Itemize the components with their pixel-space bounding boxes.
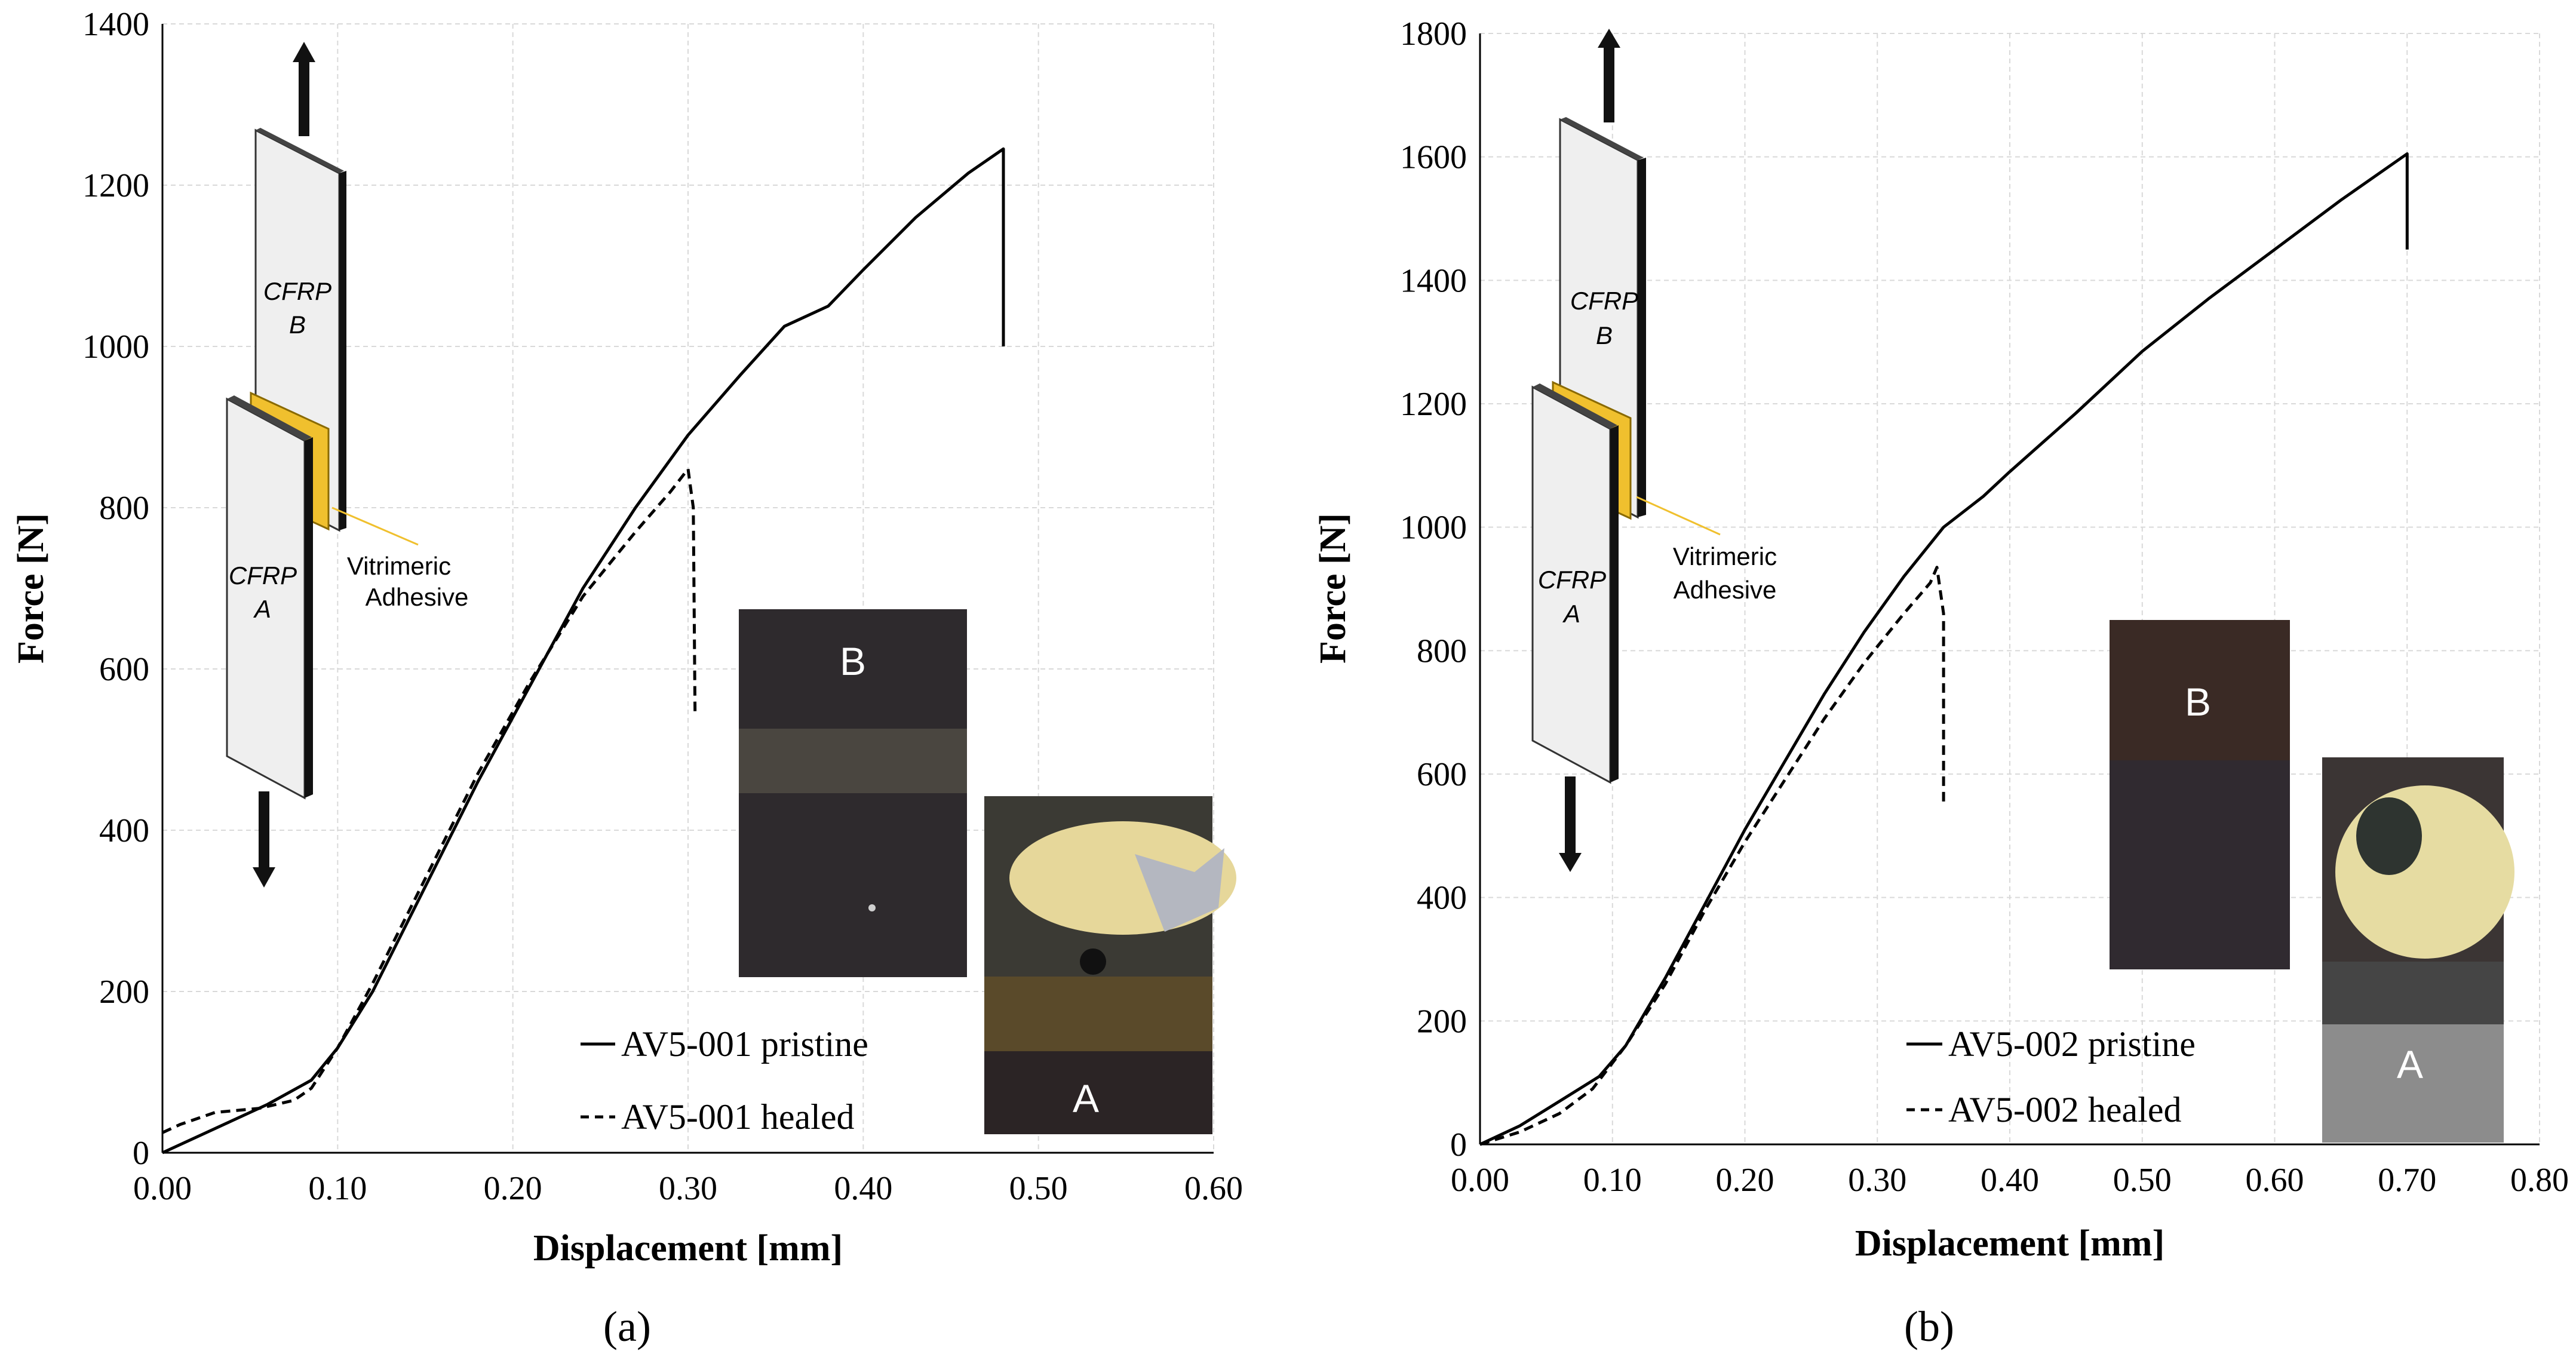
y-tick-label: 800 bbox=[1417, 633, 1467, 670]
adhesive-label-line2-a: Adhesive bbox=[366, 583, 469, 611]
legend-b: AV5-002 pristine AV5-002 healed bbox=[1906, 1024, 2196, 1129]
y-tick-label: 200 bbox=[1417, 1003, 1467, 1040]
x-axis-title-a: Displacement [mm] bbox=[533, 1228, 843, 1269]
chart-panel-b: CFRP B CFRP A Vitrimeric Adhesive B A 0 2… bbox=[1313, 16, 2569, 1350]
x-tick-label: 0.10 bbox=[1583, 1162, 1642, 1199]
spec-label-cfrp-b-a: CFRP bbox=[263, 277, 331, 305]
y-tick-label: 0 bbox=[1450, 1126, 1467, 1163]
x-tick-label: 0.50 bbox=[1009, 1170, 1068, 1207]
adhesive-label-line1-b: Vitrimeric bbox=[1673, 542, 1777, 570]
adhesive-label-line2-b: Adhesive bbox=[1674, 576, 1777, 604]
x-tick-label: 0.50 bbox=[2113, 1162, 2172, 1199]
adhesive-label-line1-a: Vitrimeric bbox=[347, 552, 451, 580]
y-tick-label: 1400 bbox=[1400, 262, 1467, 299]
panel-label-b: (b) bbox=[1904, 1303, 1954, 1350]
specimen-schematic-a: CFRP B CFRP A Vitrimeric Adhesive bbox=[226, 42, 469, 888]
y-tick-label: 1600 bbox=[1400, 139, 1467, 176]
spec-label-a-letter-a: A bbox=[253, 595, 271, 623]
spec-label-cfrp-a-a: CFRP bbox=[229, 561, 297, 590]
x-tick-label: 0.30 bbox=[1848, 1162, 1906, 1199]
y-tick-label: 400 bbox=[1417, 880, 1467, 917]
legend-label-healed-b: AV5-002 healed bbox=[1948, 1090, 2181, 1129]
y-tick-label: 0 bbox=[133, 1135, 149, 1172]
series-b bbox=[1479, 152, 2409, 1146]
axes-a bbox=[161, 24, 1214, 1154]
y-tick-label: 200 bbox=[99, 974, 149, 1011]
y-axis-title-b: Force [N] bbox=[1313, 513, 1353, 664]
x-tick-label: 0.30 bbox=[659, 1170, 717, 1207]
series-line-healed bbox=[1479, 566, 1945, 1146]
photo-label-a-a: A bbox=[1073, 1076, 1099, 1120]
spec-label-a-letter-b: A bbox=[1562, 600, 1580, 628]
x-tick-label: 0.80 bbox=[2510, 1162, 2569, 1199]
ticks-a: 0 200 400 600 800 1000 1200 1400 0.00 0.10 0.20 0.3… bbox=[82, 6, 1243, 1207]
y-axis-title-a: Force [N] bbox=[11, 513, 51, 664]
tension-arrow-up-icon-b bbox=[1604, 45, 1614, 122]
x-tick-label: 0.40 bbox=[1981, 1162, 2039, 1199]
x-tick-label: 0.20 bbox=[484, 1170, 542, 1207]
axes-b bbox=[1479, 33, 2540, 1146]
legend-label-pristine-a: AV5-001 pristine bbox=[621, 1024, 868, 1064]
x-axis-title-b: Displacement [mm] bbox=[1855, 1223, 2164, 1264]
grid-b bbox=[1480, 33, 2540, 1144]
y-tick-label: 600 bbox=[99, 651, 149, 688]
photo-label-a-b: A bbox=[2397, 1042, 2423, 1086]
photo-label-b-a: B bbox=[840, 639, 866, 683]
specimen-schematic-b: CFRP B CFRP A Vitrimeric Adhesive bbox=[1531, 29, 1777, 872]
tension-arrow-down-icon bbox=[259, 791, 269, 869]
y-tick-label: 1800 bbox=[1400, 16, 1467, 53]
spec-label-b-letter-a: B bbox=[289, 311, 306, 339]
y-tick-label: 800 bbox=[99, 490, 149, 527]
tension-arrow-up-icon bbox=[299, 60, 309, 136]
y-tick-label: 1200 bbox=[1400, 386, 1467, 423]
chart-panel-a: CFRP B CFRP A Vitrimeric Adhesive B A 0 2… bbox=[11, 6, 1243, 1350]
y-tick-label: 600 bbox=[1417, 756, 1467, 793]
x-tick-label: 0.40 bbox=[834, 1170, 892, 1207]
y-tick-label: 400 bbox=[99, 812, 149, 849]
x-tick-label: 0.00 bbox=[1451, 1162, 1509, 1199]
y-tick-label: 1000 bbox=[82, 329, 149, 366]
spec-label-b-letter-b: B bbox=[1596, 321, 1613, 349]
series-a bbox=[161, 147, 1005, 1155]
x-tick-label: 0.20 bbox=[1716, 1162, 1774, 1199]
x-tick-label: 0.00 bbox=[133, 1170, 192, 1207]
legend-label-pristine-b: AV5-002 pristine bbox=[1948, 1024, 2196, 1064]
y-tick-label: 1200 bbox=[82, 167, 149, 204]
spec-label-cfrp-b-b: CFRP bbox=[1570, 287, 1638, 315]
x-tick-label: 0.70 bbox=[2378, 1162, 2436, 1199]
series-line-pristine bbox=[161, 147, 1005, 1155]
series-line-healed bbox=[161, 467, 697, 1134]
legend-a: AV5-001 pristine AV5-001 healed bbox=[581, 1024, 868, 1137]
x-tick-label: 0.10 bbox=[308, 1170, 367, 1207]
fracture-photos-a: B A bbox=[739, 609, 1236, 1134]
fracture-photos-b: B A bbox=[2110, 620, 2514, 1143]
y-tick-label: 1000 bbox=[1400, 509, 1467, 547]
legend-label-healed-a: AV5-001 healed bbox=[621, 1097, 854, 1137]
spec-label-cfrp-a-b: CFRP bbox=[1538, 566, 1606, 594]
tension-arrow-down-icon-b bbox=[1565, 776, 1576, 854]
panel-label-a: (a) bbox=[603, 1303, 651, 1350]
x-tick-label: 0.60 bbox=[1184, 1170, 1243, 1207]
ticks-b: 0 200 400 600 800 1000 1200 1400 1600 1800 0.00 0.1… bbox=[1400, 16, 2569, 1199]
series-line-pristine bbox=[1479, 152, 2409, 1146]
x-tick-label: 0.60 bbox=[2246, 1162, 2304, 1199]
y-tick-label: 1400 bbox=[82, 6, 149, 43]
photo-label-b-b: B bbox=[2185, 680, 2211, 724]
